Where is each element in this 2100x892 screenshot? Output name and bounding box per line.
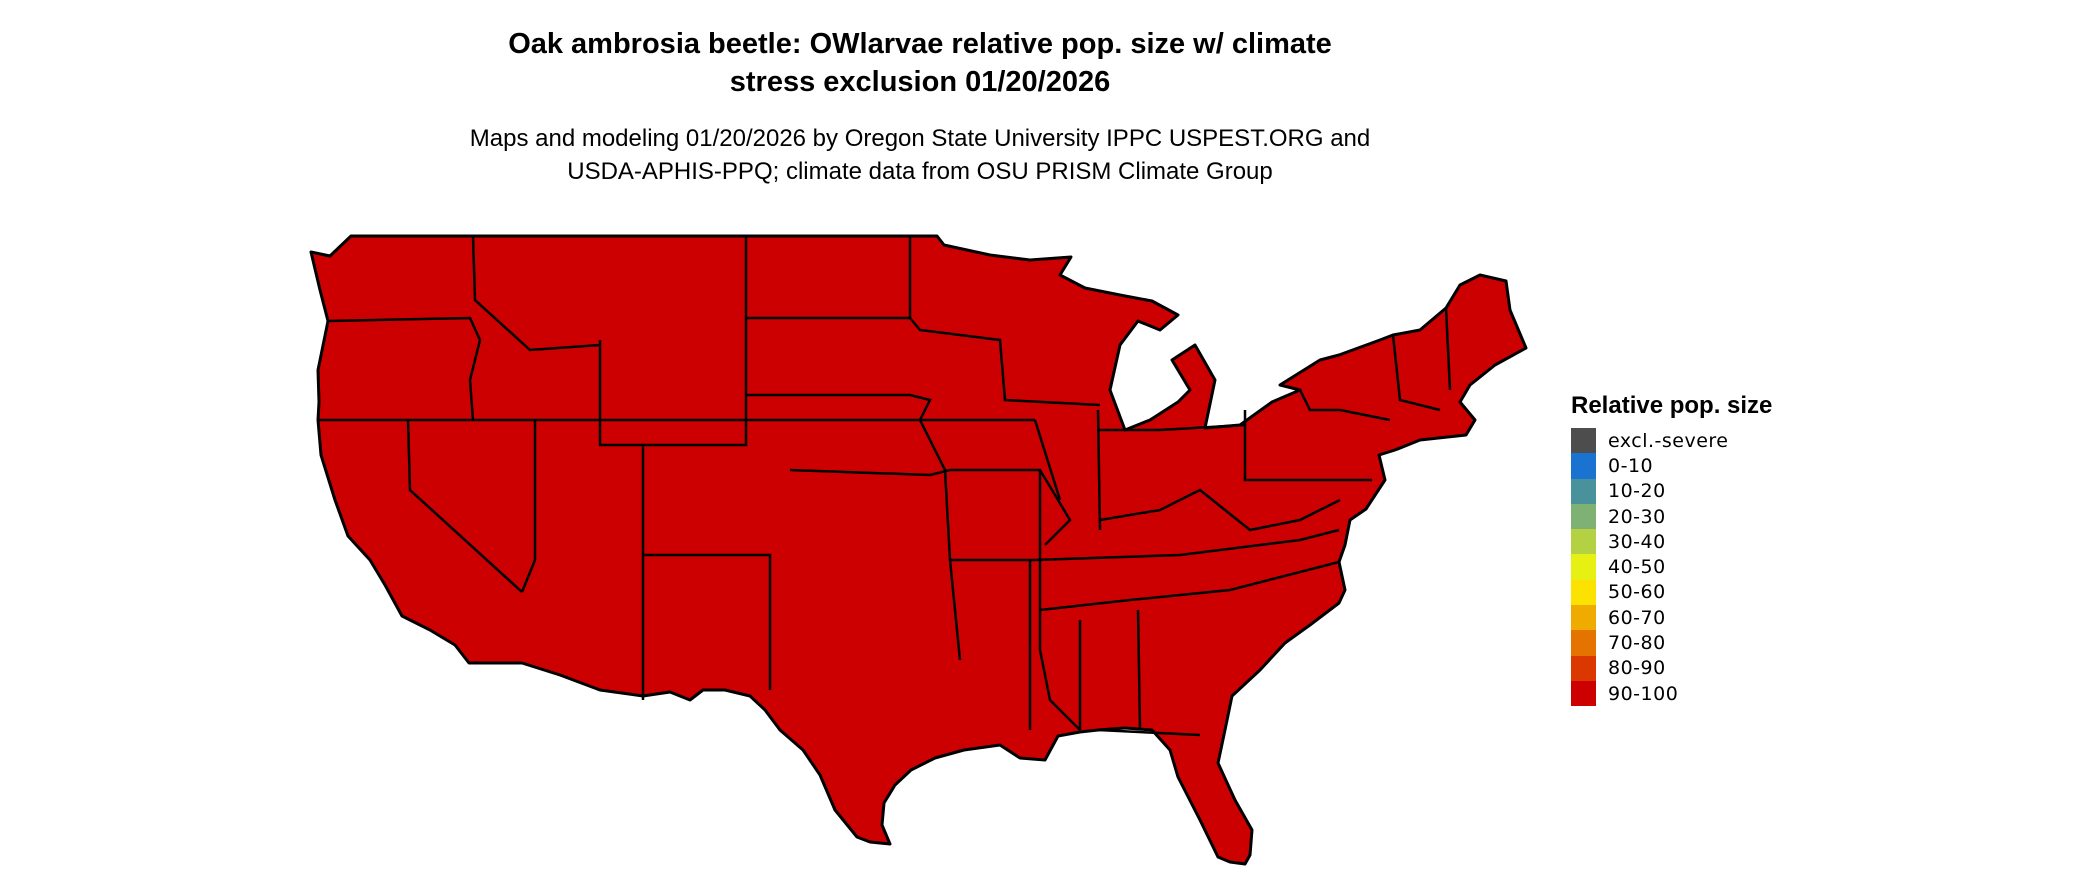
legend-swatch	[1571, 529, 1596, 555]
map-title-line1: Oak ambrosia beetle: OWlarvae relative p…	[508, 28, 1332, 60]
legend-label: 30-40	[1608, 530, 1666, 553]
legend-item: 70-80	[1571, 630, 1772, 656]
legend-label: 70-80	[1608, 632, 1666, 655]
legend-swatch	[1571, 453, 1596, 479]
legend-label: 10-20	[1608, 480, 1666, 503]
legend-item: 60-70	[1571, 605, 1772, 631]
legend-swatch	[1571, 554, 1596, 580]
legend-item: 50-60	[1571, 579, 1772, 606]
legend-label: 90-100	[1608, 682, 1679, 705]
legend-item: 20-30	[1571, 503, 1772, 530]
map-subtitle-line2: USDA-APHIS-PPQ; climate data from OSU PR…	[567, 158, 1273, 185]
legend-item: 90-100	[1571, 680, 1772, 707]
legend-swatch	[1571, 630, 1596, 656]
legend-item: excl.-severe	[1571, 428, 1772, 454]
map-subtitle-line1: Maps and modeling 01/20/2026 by Oregon S…	[469, 125, 1371, 152]
legend-swatch	[1571, 655, 1596, 681]
legend-item: 10-20	[1571, 478, 1772, 504]
legend-title: Relative pop. size	[1571, 392, 1773, 419]
legend-swatch	[1571, 680, 1596, 707]
legend-item: 30-40	[1571, 529, 1772, 555]
legend-label: excl.-severe	[1608, 429, 1729, 452]
legend-label: 20-30	[1608, 505, 1666, 528]
legend-swatch	[1571, 428, 1596, 454]
legend-label: 40-50	[1608, 556, 1666, 579]
us-outline	[309, 234, 1528, 866]
legend-swatch	[1571, 579, 1596, 606]
legend: Relative pop. size excl.-severe 0-10 10-20…	[1571, 392, 1773, 707]
legend-item: 40-50	[1571, 554, 1772, 580]
legend-item: 80-90	[1571, 655, 1772, 681]
state-borders	[318, 235, 1452, 737]
legend-label: 50-60	[1608, 581, 1666, 604]
legend-label: 60-70	[1608, 606, 1666, 629]
legend-swatch	[1571, 605, 1596, 631]
legend-item: 0-10	[1571, 453, 1772, 479]
map-title-line2: stress exclusion 01/20/2026	[729, 66, 1111, 98]
legend-swatch	[1571, 478, 1596, 504]
legend-label: 80-90	[1608, 657, 1666, 680]
legend-label: 0-10	[1608, 454, 1654, 477]
legend-swatch	[1571, 503, 1596, 530]
